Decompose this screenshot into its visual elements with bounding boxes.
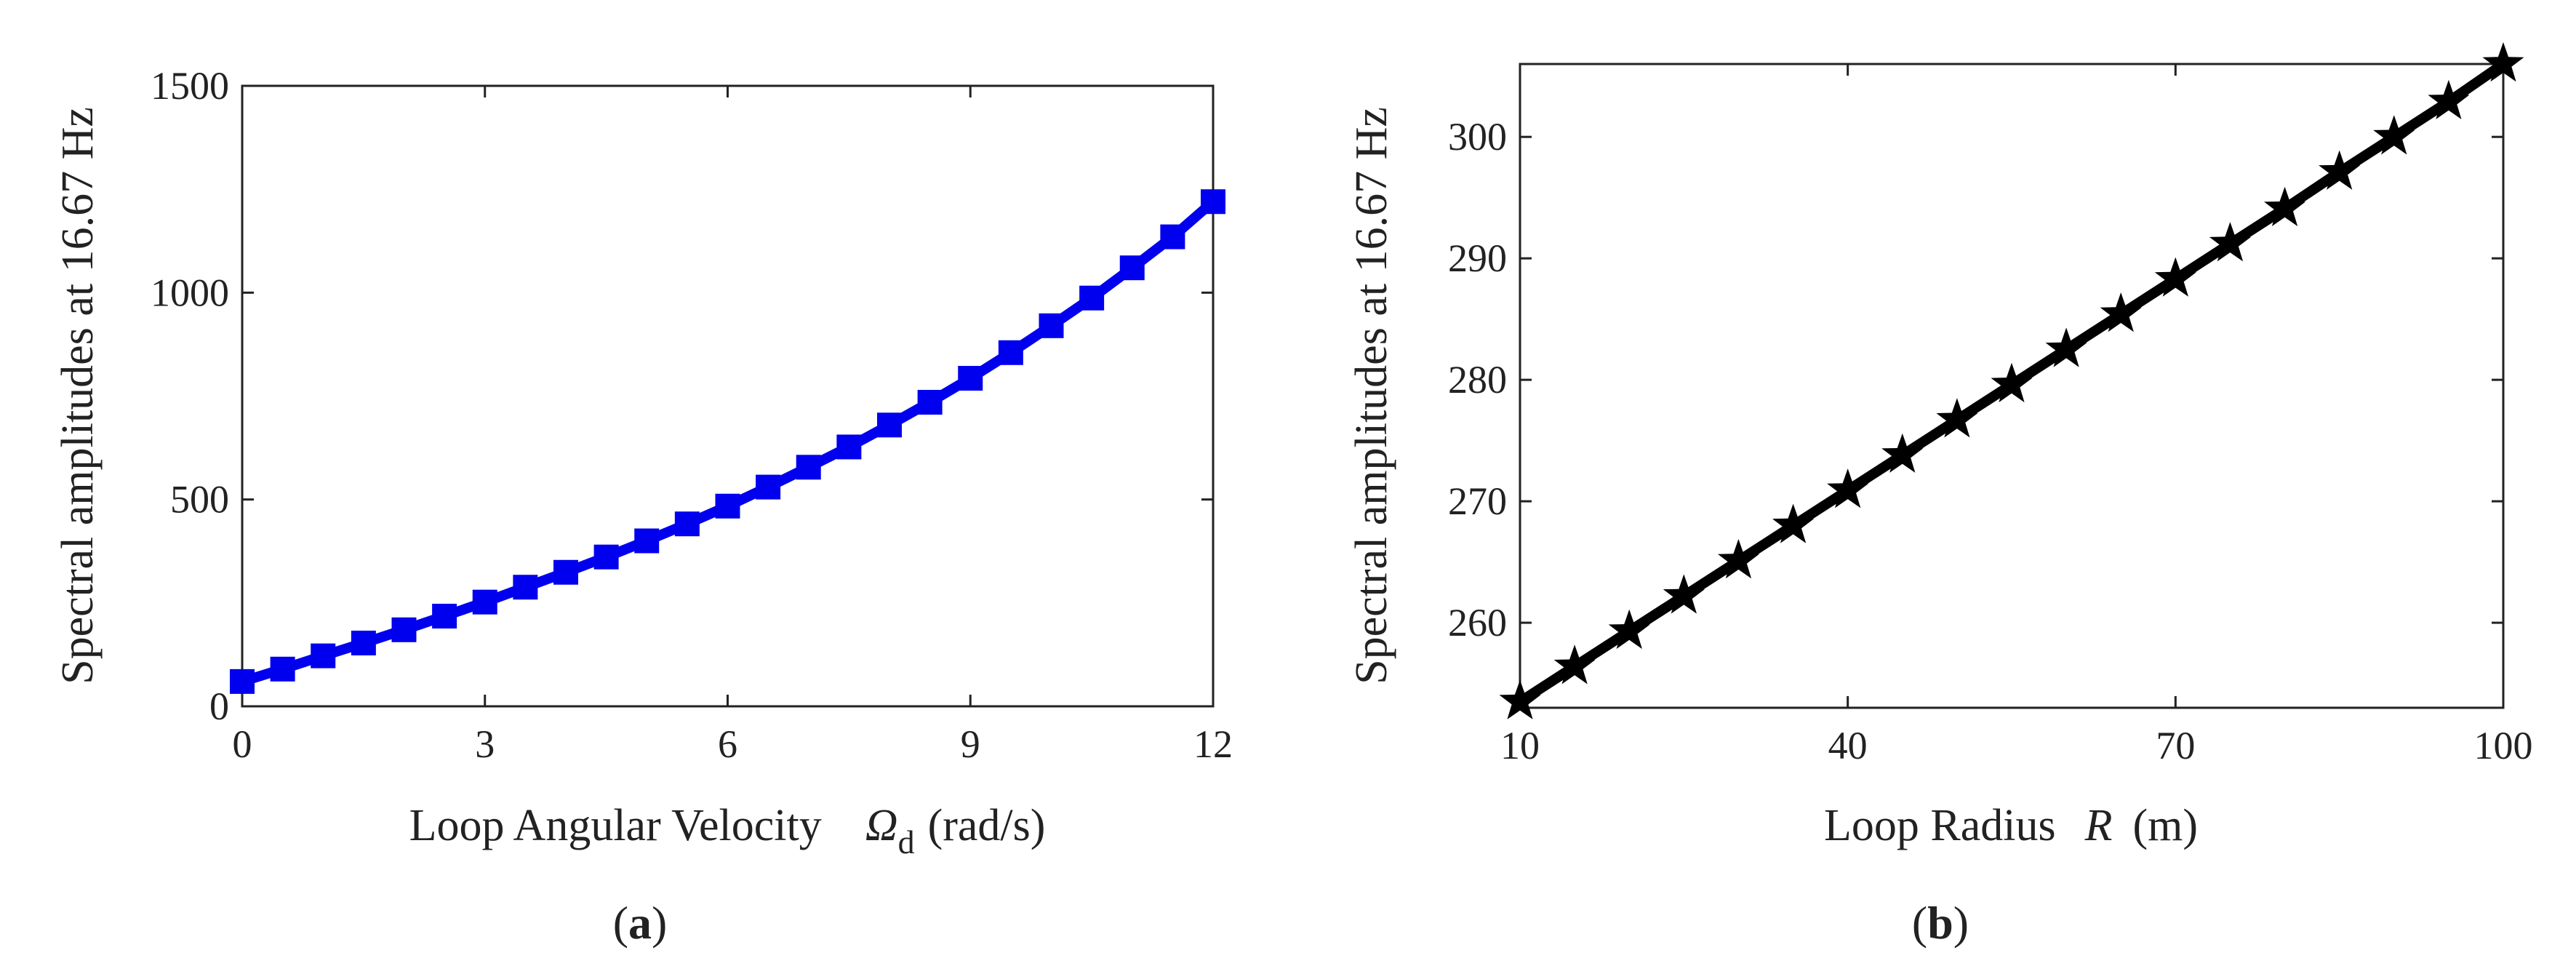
- data-point-b: [2264, 186, 2306, 226]
- data-point-a: [877, 412, 902, 438]
- data-point-a: [432, 604, 457, 629]
- data-point-b: [1827, 468, 1869, 508]
- data-point-a: [917, 390, 943, 415]
- data-series-b: [1499, 42, 2524, 719]
- data-point-b: [1608, 609, 1650, 650]
- axis-ticks-a: 0 3 6 9 12 0 500 1000 1500: [151, 64, 1233, 766]
- x-tick-label-a: 12: [1193, 722, 1233, 766]
- data-point-b: [2482, 42, 2524, 82]
- x-axis-label-text-a: Loop Angular Velocity: [409, 801, 822, 850]
- x-tick-label-a: 9: [961, 722, 980, 766]
- y-tick-label-b: 300: [1448, 115, 1507, 159]
- panel-label-a: (a): [613, 897, 668, 949]
- y-axis-label-a: Spectral amplitudes at 16.67 Hz: [53, 107, 103, 684]
- panel-label-b: (b): [1912, 897, 1969, 949]
- x-axis-symbol-subscript-a: d: [898, 823, 915, 861]
- plot-frame-a: [241, 84, 1215, 708]
- data-point-b: [1663, 574, 1705, 614]
- data-point-b: [1553, 644, 1596, 684]
- data-point-b: [2209, 222, 2251, 262]
- x-axis-symbol-b: R: [2084, 801, 2113, 850]
- y-tick-label-a: 500: [170, 478, 229, 522]
- data-point-a: [553, 559, 578, 585]
- data-point-b: [1991, 362, 2033, 403]
- panel-label-letter-b: b: [1927, 897, 1953, 949]
- x-tick-label-b: 10: [1500, 724, 1540, 767]
- data-point-a: [1079, 285, 1105, 311]
- chart-panel-a: 0 3 6 9 12 0 500 1000 1500 Spectral amplitudes a…: [53, 64, 1233, 949]
- panel-label-letter-a: a: [628, 897, 652, 949]
- data-point-a: [230, 668, 255, 694]
- plot-frame-b: [1519, 63, 2505, 709]
- data-series-a: [230, 189, 1225, 694]
- data-point-a: [270, 656, 295, 682]
- data-point-a: [836, 434, 862, 460]
- y-axis-label-b: Spectral amplitudes at 16.67 Hz: [1347, 107, 1396, 684]
- x-tick-label-b: 100: [2474, 724, 2533, 767]
- data-point-b: [1717, 539, 1759, 579]
- y-tick-label-a: 0: [209, 684, 229, 728]
- axis-ticks-b: 10 40 70 100 260 270 280 290 300: [1448, 64, 2533, 767]
- y-tick-label-a: 1000: [151, 271, 229, 314]
- x-tick-label-a: 0: [233, 722, 252, 766]
- y-tick-label-a: 1500: [151, 64, 229, 108]
- x-axis-symbol-a: Ω: [865, 801, 898, 850]
- data-point-b: [2428, 79, 2470, 119]
- data-point-a: [1160, 224, 1185, 250]
- x-axis-label-text-b: Loop Radius: [1824, 801, 2056, 850]
- data-point-a: [634, 528, 660, 554]
- x-axis-units-a: (rad/s): [928, 801, 1046, 850]
- x-tick-label-a: 3: [475, 722, 495, 766]
- data-point-a: [756, 474, 781, 500]
- data-point-b: [1936, 398, 1978, 438]
- data-point-b: [2045, 327, 2087, 367]
- data-point-b: [1499, 679, 1541, 719]
- series-line-a: [240, 197, 1217, 687]
- data-point-a: [1119, 255, 1145, 281]
- x-tick-label-b: 40: [1828, 724, 1868, 767]
- data-point-a: [715, 493, 740, 519]
- data-point-a: [391, 617, 417, 642]
- x-axis-units-b: (m): [2132, 801, 2198, 850]
- data-point-b: [2319, 150, 2361, 190]
- x-tick-label-a: 6: [718, 722, 737, 766]
- data-point-a: [513, 575, 538, 600]
- data-point-a: [351, 630, 376, 655]
- data-point-a: [593, 544, 619, 570]
- y-tick-label-b: 260: [1448, 601, 1507, 644]
- data-point-a: [674, 511, 700, 537]
- data-point-b: [2154, 257, 2196, 297]
- y-tick-label-b: 290: [1448, 236, 1507, 280]
- x-tick-label-b: 70: [2156, 724, 2195, 767]
- data-point-a: [998, 340, 1023, 365]
- data-point-a: [1039, 313, 1064, 338]
- x-axis-label-a: Loop Angular Velocity Ωd (rad/s): [409, 801, 1046, 861]
- data-point-b: [1881, 433, 1924, 473]
- y-tick-label-b: 280: [1448, 358, 1507, 402]
- x-axis-label-b: Loop Radius R (m): [1824, 801, 2198, 850]
- data-point-b: [1772, 503, 1815, 543]
- data-point-a: [1201, 189, 1225, 215]
- data-point-b: [2373, 115, 2415, 155]
- data-point-a: [311, 643, 336, 668]
- data-point-a: [958, 366, 983, 391]
- y-tick-label-b: 270: [1448, 479, 1507, 523]
- data-point-a: [796, 455, 821, 480]
- chart-panel-b: 10 40 70 100 260 270 280 290 300 Spectral amplit…: [1347, 42, 2533, 949]
- data-point-a: [472, 589, 497, 615]
- data-point-b: [2100, 292, 2142, 332]
